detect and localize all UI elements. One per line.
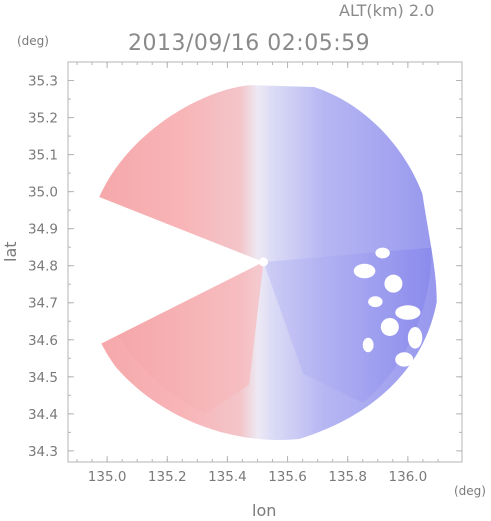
axis-ticks	[68, 61, 462, 462]
no-echo-hole	[395, 305, 421, 320]
no-echo-hole	[407, 326, 423, 349]
no-echo-hole	[362, 337, 374, 353]
y-tick-label: 34.9	[28, 222, 58, 238]
radar-site-marker	[258, 257, 268, 267]
chart-title: 2013/09/16 02:05:59	[128, 31, 370, 56]
y-axis-label: lat	[1, 241, 20, 262]
x-tick-label: 135.2	[148, 469, 187, 485]
y-tick-label: 34.4	[28, 407, 58, 423]
y-tick-label: 35.2	[28, 111, 58, 127]
x-axis-label: lon	[252, 501, 276, 520]
axis-tick-labels: 135.0 135.2 135.4 135.6 135.8 136.0 34.3 34.4 34…	[28, 74, 427, 485]
radar-image	[68, 85, 437, 440]
no-echo-hole	[380, 317, 399, 336]
y-tick-label: 34.6	[28, 333, 58, 349]
x-tick-label: 135.0	[88, 469, 127, 485]
y-tick-label: 34.5	[28, 370, 58, 386]
x-axis-unit: (deg)	[454, 484, 486, 498]
no-echo-hole	[395, 352, 414, 367]
no-echo-hole	[375, 247, 390, 259]
y-tick-label: 35.1	[28, 148, 58, 164]
no-echo-hole	[353, 263, 376, 279]
x-tick-label: 136.0	[389, 469, 428, 485]
no-echo-hole	[384, 274, 403, 293]
y-tick-label: 35.0	[28, 185, 58, 201]
x-tick-label: 135.4	[208, 469, 247, 485]
plot-frame	[67, 61, 463, 463]
altitude-label: ALT(km) 2.0	[339, 1, 434, 20]
y-tick-label: 34.8	[28, 259, 58, 275]
y-tick-label: 34.7	[28, 296, 58, 312]
y-axis-unit: (deg)	[17, 34, 49, 48]
y-tick-label: 35.3	[28, 74, 58, 90]
no-echo-hole	[368, 296, 383, 308]
x-tick-label: 135.6	[268, 469, 307, 485]
no-echo-gap-west	[113, 218, 152, 277]
y-tick-label: 34.3	[28, 444, 58, 460]
x-tick-label: 135.8	[328, 469, 367, 485]
